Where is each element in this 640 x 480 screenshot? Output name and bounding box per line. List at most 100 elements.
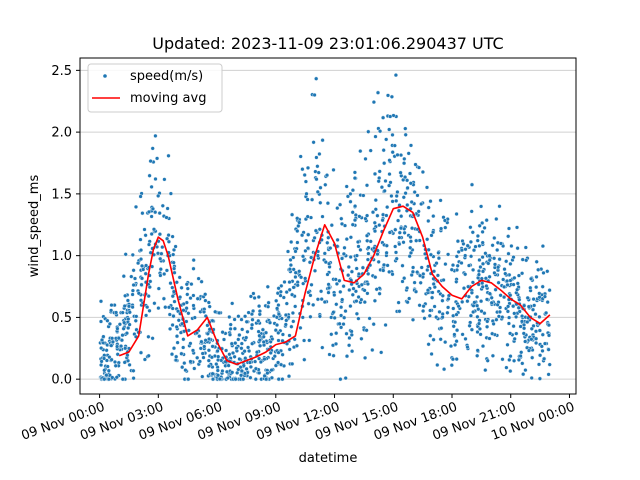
scatter-point (335, 237, 340, 242)
scatter-point (172, 299, 177, 304)
scatter-point (337, 321, 342, 326)
scatter-point (239, 368, 244, 373)
scatter-point (407, 296, 412, 301)
scatter-point (545, 300, 550, 305)
scatter-point (348, 199, 353, 204)
scatter-point (408, 143, 414, 148)
scatter-point (101, 356, 107, 361)
scatter-point (397, 242, 402, 247)
scatter-point (475, 233, 480, 239)
scatter-point (426, 218, 431, 224)
scatter-point (143, 233, 148, 238)
scatter-point (506, 234, 511, 239)
scatter-point (483, 251, 488, 256)
scatter-point (382, 188, 387, 193)
scatter-point (455, 263, 460, 268)
scatter-point (529, 337, 534, 342)
scatter-point (435, 273, 440, 278)
scatter-point (375, 90, 381, 95)
scatter-point (394, 198, 399, 203)
scatter-point (506, 321, 511, 326)
scatter-point (511, 282, 516, 287)
scatter-point (217, 376, 222, 382)
scatter-point (533, 329, 539, 334)
scatter-point (138, 237, 143, 242)
scatter-point (302, 172, 307, 178)
scatter-point (226, 363, 231, 368)
scatter-point (162, 271, 167, 277)
scatter-point (400, 279, 405, 284)
scatter-point (436, 250, 441, 255)
scatter-point (338, 202, 343, 207)
scatter-point (373, 198, 378, 203)
scatter-point (329, 332, 334, 337)
scatter-point (339, 313, 344, 318)
scatter-point (377, 223, 382, 228)
scatter-point (148, 279, 153, 284)
scatter-point (479, 204, 484, 209)
scatter-point (536, 267, 541, 272)
scatter-point (178, 330, 183, 335)
scatter-point (146, 209, 152, 214)
scatter-point (415, 270, 420, 275)
scatter-point (198, 346, 203, 351)
scatter-point (150, 336, 155, 341)
scatter-point (529, 326, 534, 331)
scatter-point (468, 225, 473, 230)
scatter-point (160, 203, 165, 208)
scatter-point (191, 266, 196, 271)
scatter-point (290, 292, 295, 297)
scatter-point (174, 324, 179, 329)
scatter-point (280, 352, 285, 357)
scatter-point (313, 228, 318, 233)
scatter-point (383, 322, 388, 328)
scatter-point (482, 311, 487, 316)
scatter-point (530, 307, 536, 312)
scatter-point (412, 280, 417, 285)
scatter-point (230, 370, 235, 375)
scatter-point (347, 335, 352, 341)
scatter-point (253, 366, 258, 371)
scatter-point (365, 291, 370, 296)
scatter-point (419, 201, 424, 207)
scatter-point (398, 170, 403, 175)
scatter-point (514, 225, 520, 230)
scatter-point (327, 352, 332, 357)
scatter-point (515, 287, 520, 292)
scatter-point (246, 345, 251, 350)
scatter-point (305, 214, 310, 219)
scatter-point (131, 282, 136, 288)
scatter-point (381, 262, 387, 267)
scatter-point (306, 232, 311, 237)
scatter-point (511, 324, 516, 329)
scatter-point (417, 238, 422, 243)
scatter-point (284, 301, 289, 306)
scatter-point (425, 237, 430, 242)
scatter-point (362, 288, 367, 293)
scatter-point (463, 247, 468, 252)
scatter-point (320, 214, 325, 219)
scatter-point (449, 363, 454, 368)
scatter-point (163, 305, 168, 310)
scatter-point (250, 317, 255, 322)
scatter-point (104, 358, 109, 363)
scatter-point (396, 208, 401, 213)
scatter-point (138, 257, 144, 262)
scatter-point (528, 276, 534, 281)
scatter-point (480, 261, 486, 266)
scatter-point (150, 206, 155, 211)
scatter-point (195, 296, 200, 301)
scatter-point (284, 318, 289, 323)
scatter-point (289, 324, 294, 329)
scatter-point (199, 339, 204, 344)
scatter-point (441, 277, 446, 283)
scatter-point (186, 377, 191, 382)
scatter-point (325, 240, 330, 245)
scatter-point (377, 175, 382, 181)
scatter-point (221, 337, 227, 342)
scatter-point (508, 369, 513, 374)
scatter-point (425, 288, 431, 293)
scatter-point (411, 265, 416, 270)
scatter-point (485, 319, 490, 324)
